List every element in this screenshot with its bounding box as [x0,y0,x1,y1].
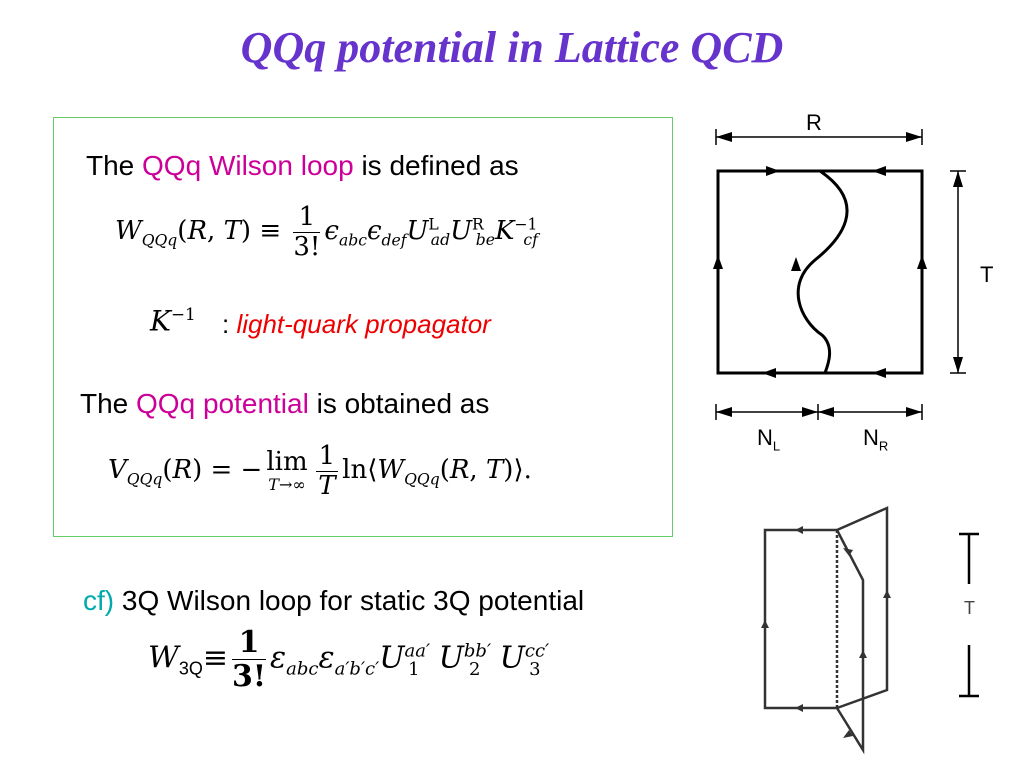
three-q-wilson-equation: W3Q≡ 1 3! εabcεa′b′c′Uaa′1 Ubb′2 Ucc′3 [148,625,550,694]
definition-box [53,117,673,537]
wilson-loop-rectangle [716,169,924,375]
label-t: T [980,262,994,287]
cf-prefix: cf) [83,585,115,616]
cf-text: 3Q Wilson loop for static 3Q potential [114,585,585,616]
wilson-loop-term: QQq Wilson loop [142,150,354,181]
intro-pre: The [86,150,143,181]
qqq-potential-term: QQq potential [136,388,309,419]
page-title: QQq potential in Lattice QCD [240,23,784,72]
wilson-loop-equation: WQQq(R, T) ≡ 1 3! ϵabcϵdefULadURbeK−1cf [115,202,538,262]
label-r: R [806,110,822,135]
loop-left-face [763,528,837,710]
light-quark-path [796,169,849,374]
potential-post: is obtained as [308,388,490,419]
k-inverse-description: : light-quark propagator [222,309,491,340]
r-arrow-right [906,132,922,142]
k-inverse-sep: : [222,309,237,339]
intro-post: is defined as [353,150,519,181]
loop-middle-face [835,529,865,755]
k-inverse-symbol: K−1 [150,304,196,338]
potential-intro: The QQq potential is obtained as [80,388,489,420]
label-t-3q: T [964,598,975,618]
label-nl: NL [757,425,781,454]
cf-line: cf) 3Q Wilson loop for static 3Q potenti… [83,585,584,617]
qqq-wilson-loop-diagram [713,129,966,420]
wilson-loop-intro: The QQq Wilson loop is defined as [86,150,519,182]
three-q-wilson-loop-diagram [761,506,979,755]
r-arrow-left [716,132,732,142]
potential-pre: The [80,388,137,419]
light-quark-propagator-label: light-quark propagator [236,309,491,339]
label-nr: NR [863,425,889,454]
